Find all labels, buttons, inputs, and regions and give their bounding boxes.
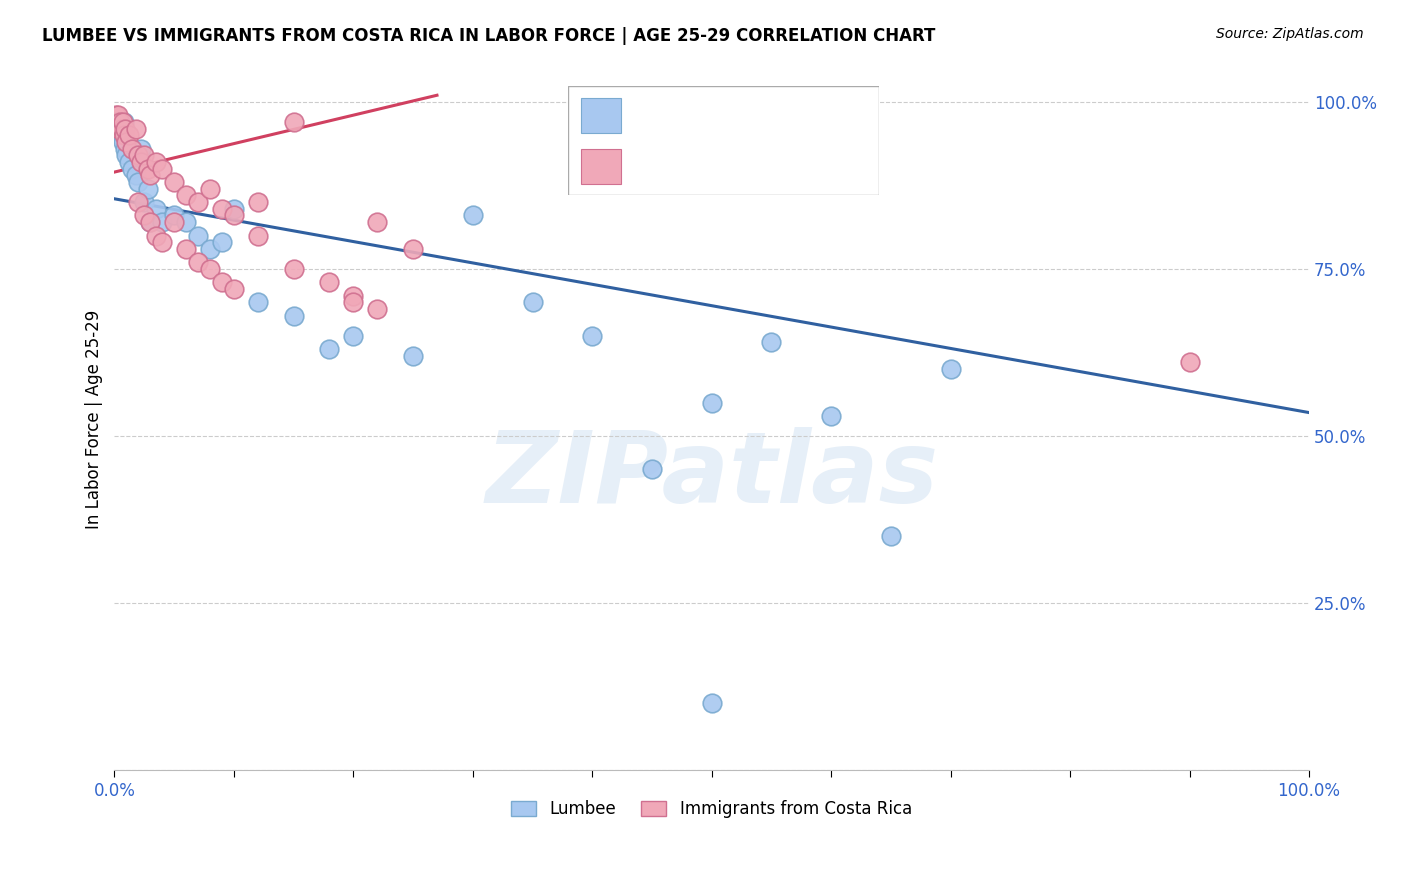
Point — [461, 209, 484, 223]
Y-axis label: In Labor Force | Age 25-29: In Labor Force | Age 25-29 — [86, 310, 103, 529]
Point — [136, 182, 159, 196]
Point — [121, 161, 143, 176]
Point — [139, 215, 162, 229]
Text: ZIPatlas: ZIPatlas — [485, 427, 938, 524]
Point — [283, 115, 305, 129]
Point — [129, 155, 152, 169]
Point — [174, 188, 197, 202]
Text: LUMBEE VS IMMIGRANTS FROM COSTA RICA IN LABOR FORCE | AGE 25-29 CORRELATION CHAR: LUMBEE VS IMMIGRANTS FROM COSTA RICA IN … — [42, 27, 935, 45]
Point — [700, 395, 723, 409]
Point — [139, 215, 162, 229]
Point — [134, 209, 156, 223]
Point — [129, 142, 152, 156]
Point — [222, 282, 245, 296]
Point — [761, 335, 783, 350]
Point — [134, 148, 156, 162]
Point — [134, 195, 156, 210]
Point — [108, 128, 131, 143]
Point — [880, 529, 903, 543]
Point — [136, 161, 159, 176]
Point — [222, 202, 245, 216]
Point — [114, 121, 136, 136]
Point — [246, 295, 269, 310]
Point — [110, 115, 132, 129]
Point — [163, 215, 186, 229]
Point — [283, 262, 305, 277]
Point — [283, 309, 305, 323]
Point — [125, 169, 148, 183]
Point — [187, 228, 209, 243]
Point — [127, 148, 149, 162]
Point — [174, 215, 197, 229]
Point — [127, 195, 149, 210]
Point — [163, 175, 186, 189]
Point — [125, 121, 148, 136]
Point — [198, 262, 221, 277]
Point — [318, 342, 340, 356]
Point — [939, 362, 962, 376]
Point — [121, 142, 143, 156]
Point — [700, 696, 723, 710]
Legend: Lumbee, Immigrants from Costa Rica: Lumbee, Immigrants from Costa Rica — [505, 794, 918, 825]
Text: Source: ZipAtlas.com: Source: ZipAtlas.com — [1216, 27, 1364, 41]
Point — [139, 169, 162, 183]
Point — [1178, 355, 1201, 369]
Point — [342, 328, 364, 343]
Point — [211, 235, 233, 250]
Point — [105, 121, 128, 136]
Point — [108, 121, 131, 136]
Point — [110, 121, 132, 136]
Point — [366, 301, 388, 316]
Point — [174, 242, 197, 256]
Point — [104, 115, 127, 129]
Point — [163, 209, 186, 223]
Point — [118, 155, 141, 169]
Point — [342, 295, 364, 310]
Point — [402, 242, 425, 256]
Point — [246, 228, 269, 243]
Point — [187, 195, 209, 210]
Point — [522, 295, 544, 310]
Point — [342, 288, 364, 302]
Point — [150, 161, 173, 176]
Point — [107, 108, 129, 122]
Point — [105, 115, 128, 129]
Point — [581, 328, 603, 343]
Point — [150, 215, 173, 229]
Point — [111, 135, 134, 149]
Point — [127, 175, 149, 189]
Point — [211, 202, 233, 216]
Point — [641, 462, 664, 476]
Point — [187, 255, 209, 269]
Point — [112, 115, 135, 129]
Point — [402, 349, 425, 363]
Point — [115, 148, 138, 162]
Point — [110, 121, 132, 136]
Point — [820, 409, 842, 423]
Point — [115, 135, 138, 149]
Point — [198, 182, 221, 196]
Point — [366, 215, 388, 229]
Point — [104, 108, 127, 122]
Point — [318, 275, 340, 289]
Point — [145, 155, 167, 169]
Point — [112, 128, 135, 143]
Point — [198, 242, 221, 256]
Point — [107, 115, 129, 129]
Point — [114, 142, 136, 156]
Point — [110, 128, 132, 143]
Point — [118, 128, 141, 143]
Point — [222, 209, 245, 223]
Point — [145, 202, 167, 216]
Point — [246, 195, 269, 210]
Point — [211, 275, 233, 289]
Point — [150, 235, 173, 250]
Point — [145, 228, 167, 243]
Point — [111, 115, 134, 129]
